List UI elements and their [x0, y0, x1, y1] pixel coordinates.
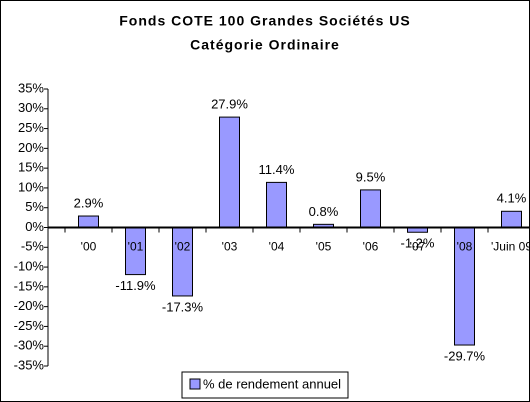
value-label: -11.9%: [115, 278, 156, 293]
y-tick-label: 20%: [18, 140, 44, 155]
y-tick-label: 5%: [25, 199, 44, 214]
value-label: 4.1%: [497, 191, 527, 206]
value-label: -17.3%: [162, 299, 204, 314]
bar: [219, 116, 240, 228]
x-tick-label: '07: [410, 240, 426, 254]
x-tick-label: '00: [81, 240, 97, 254]
y-tick-label: -5%: [21, 239, 45, 254]
x-tick-label: '04: [269, 240, 285, 254]
x-tick-label: '01: [128, 240, 144, 254]
bar: [360, 189, 381, 229]
x-tick-label: 'Juin 09: [491, 240, 530, 254]
y-tick-label: 30%: [18, 100, 44, 115]
y-tick-label: -25%: [14, 318, 45, 333]
value-label: 9.5%: [356, 169, 386, 184]
y-tick-label: -20%: [14, 298, 45, 313]
legend-label: % de rendement annuel: [203, 376, 341, 391]
bar: [172, 227, 193, 297]
x-tick-label: '08: [457, 240, 473, 254]
y-tick-label: -30%: [14, 338, 45, 353]
chart-title: Fonds COTE 100 Grandes Sociétés US: [119, 13, 411, 29]
value-label: 2.9%: [74, 195, 104, 210]
legend-swatch: [189, 378, 201, 390]
y-tick-label: 15%: [18, 160, 44, 175]
chart-subtitle: Catégorie Ordinaire: [190, 37, 340, 53]
value-label: 27.9%: [211, 97, 248, 112]
y-tick-label: -35%: [14, 357, 45, 372]
value-label: 0.8%: [309, 204, 339, 219]
bar: [78, 215, 99, 229]
x-tick-label: '03: [222, 240, 238, 254]
y-tick-label: 0%: [25, 219, 44, 234]
y-tick-label: 25%: [18, 120, 44, 135]
value-label: -1.2%: [401, 236, 435, 251]
y-tick-label: 10%: [18, 179, 44, 194]
y-tick-label: -10%: [14, 259, 45, 274]
x-tick-label: '02: [175, 240, 191, 254]
x-tick-label: '05: [316, 240, 332, 254]
y-tick-label: 35%: [18, 80, 44, 95]
bar: [266, 181, 287, 228]
bar: [501, 210, 522, 228]
value-label: 11.4%: [259, 162, 295, 177]
y-tick-label: -15%: [14, 278, 45, 293]
legend-box: [181, 371, 349, 399]
x-tick-label: '06: [363, 240, 379, 254]
value-label: -29.7%: [444, 348, 486, 363]
